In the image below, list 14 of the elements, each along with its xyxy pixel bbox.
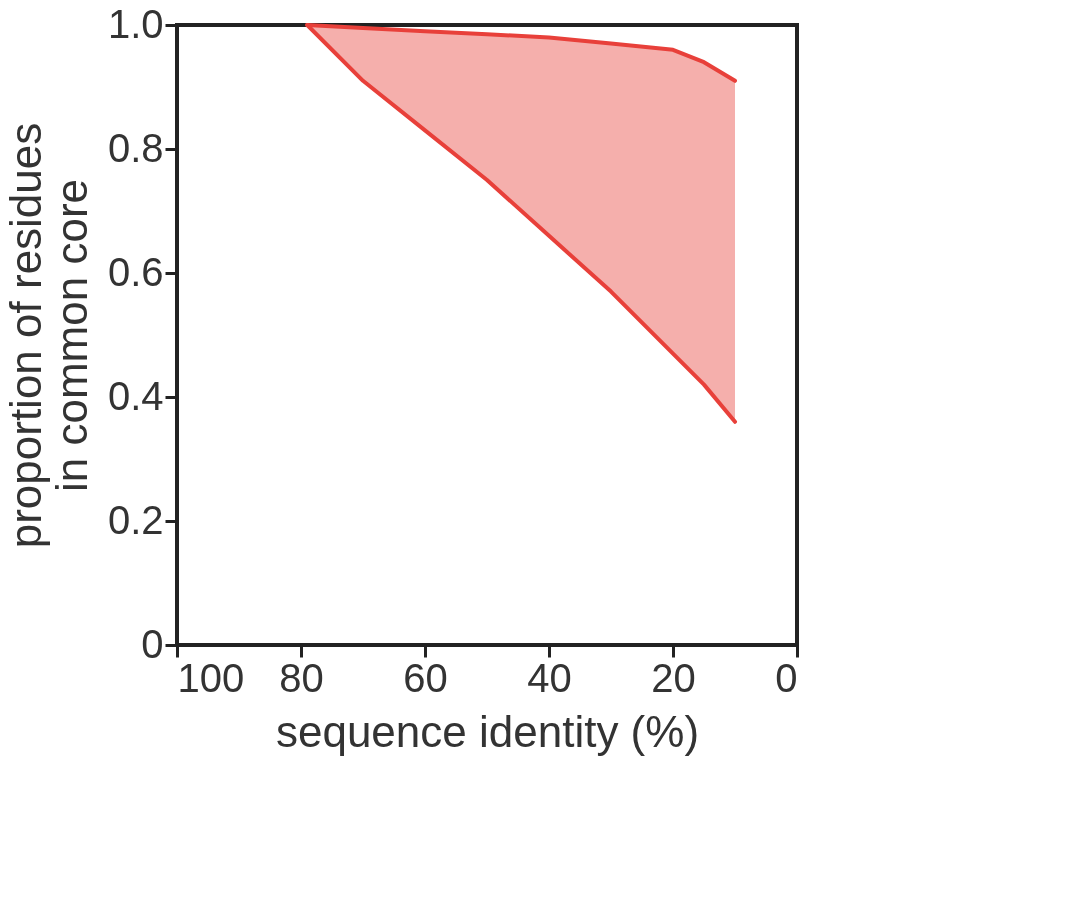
x-tick-label: 60 <box>403 655 448 700</box>
x-axis-title: sequence identity (%) <box>275 706 700 756</box>
y-tick-label: 0.8 <box>107 125 164 170</box>
x-tick-label: 0 <box>775 655 798 700</box>
x-tick-label: 40 <box>527 655 572 700</box>
y-tick-label: 0.2 <box>107 497 164 542</box>
x-tick-label: 100 <box>177 655 245 700</box>
y-tick-label: 1.0 <box>107 1 164 46</box>
y-tick-label: 0 <box>141 621 164 666</box>
y-tick-label: 0.4 <box>107 373 164 418</box>
y-tick-label: 0.6 <box>107 249 164 294</box>
x-tick-label: 80 <box>279 655 324 700</box>
y-axis-title: proportion of residues in common core <box>0 122 96 549</box>
x-tick-label: 20 <box>651 655 696 700</box>
